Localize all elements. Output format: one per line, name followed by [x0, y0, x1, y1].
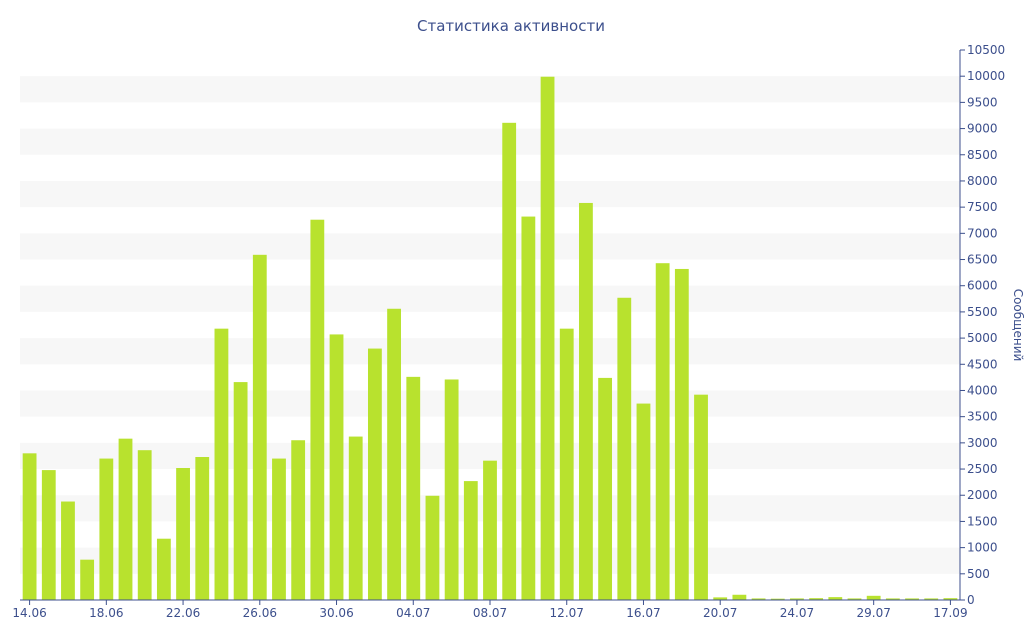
y-tick-label: 1000 — [967, 541, 998, 555]
x-tick-label: 14.06 — [12, 606, 46, 620]
bar[interactable] — [195, 457, 210, 600]
x-tick-label: 18.06 — [89, 606, 123, 620]
y-tick-label: 9000 — [967, 122, 998, 136]
bar[interactable] — [22, 453, 37, 600]
grid-band — [20, 233, 960, 260]
y-tick-label: 7500 — [967, 200, 998, 214]
grid-band — [20, 76, 960, 103]
bar[interactable] — [540, 76, 555, 600]
bar[interactable] — [233, 382, 248, 600]
bar[interactable] — [61, 501, 75, 600]
y-tick-label: 2000 — [967, 488, 998, 502]
bar[interactable] — [809, 598, 824, 600]
grid-band — [20, 128, 960, 155]
x-tick-label: 30.06 — [319, 606, 353, 620]
grid-bands — [20, 76, 960, 574]
bar[interactable] — [310, 219, 325, 600]
x-tick-label: 17.09 — [933, 606, 967, 620]
y-tick-label: 0 — [967, 593, 975, 607]
bar[interactable] — [598, 377, 613, 600]
y-tick-label: 9500 — [967, 95, 998, 109]
bar[interactable] — [483, 460, 497, 600]
y-tick-label: 3500 — [967, 410, 998, 424]
y-axis-label: Сообщений — [1011, 289, 1024, 362]
y-tick-label: 5000 — [967, 331, 998, 345]
bar[interactable] — [617, 297, 632, 600]
bar[interactable] — [866, 595, 881, 600]
y-tick-label: 6500 — [967, 253, 998, 267]
bars-group — [22, 76, 958, 601]
bar[interactable] — [387, 308, 401, 600]
bar[interactable] — [559, 328, 574, 600]
y-tick-label: 5500 — [967, 305, 998, 319]
bar[interactable] — [425, 495, 440, 600]
y-tick-label: 2500 — [967, 462, 998, 476]
bar[interactable] — [885, 598, 900, 600]
bar[interactable] — [655, 263, 670, 600]
y-tick-label: 10000 — [967, 69, 1005, 83]
y-tick-label: 3000 — [967, 436, 998, 450]
x-axis-ticks: 14.06 18.06 22.06 26.06 30.06 04.07 08.07 12.07… — [12, 600, 968, 620]
bar[interactable] — [118, 438, 133, 600]
bar[interactable] — [291, 440, 306, 600]
bar[interactable] — [252, 254, 267, 601]
bar[interactable] — [348, 436, 363, 600]
y-tick-label: 8000 — [967, 174, 998, 188]
y-axis-ticks: 0 500 1000 1500 2000 2500 3000 3500 4000 4500 5000… — [960, 43, 1005, 607]
bar[interactable] — [176, 468, 190, 600]
bar[interactable] — [41, 470, 56, 600]
grid-band — [20, 285, 960, 312]
grid-band — [20, 180, 960, 208]
bar[interactable] — [156, 538, 171, 600]
y-tick-label: 8500 — [967, 148, 998, 162]
bar[interactable] — [80, 559, 95, 600]
x-tick-label: 04.07 — [396, 606, 430, 620]
y-tick-label: 4000 — [967, 383, 998, 397]
y-tick-label: 7000 — [967, 226, 998, 240]
bar[interactable] — [770, 598, 785, 600]
x-tick-label: 08.07 — [473, 606, 507, 620]
x-tick-label: 12.07 — [550, 606, 584, 620]
bar[interactable] — [943, 598, 958, 600]
bar[interactable] — [694, 394, 708, 600]
x-tick-label: 29.07 — [856, 606, 890, 620]
bar[interactable] — [329, 334, 344, 600]
bar[interactable] — [444, 379, 459, 600]
bar[interactable] — [924, 598, 939, 600]
bar[interactable] — [137, 450, 152, 600]
bar[interactable] — [463, 481, 478, 600]
bar[interactable] — [579, 202, 593, 600]
bar[interactable] — [828, 597, 843, 600]
bar[interactable] — [367, 348, 382, 600]
bar[interactable] — [636, 403, 651, 600]
x-tick-label: 20.07 — [703, 606, 737, 620]
grid-band — [20, 338, 960, 365]
y-tick-label: 1500 — [967, 514, 998, 528]
bar[interactable] — [272, 458, 286, 600]
x-tick-label: 26.06 — [243, 606, 277, 620]
bar[interactable] — [502, 122, 517, 601]
y-tick-label: 6000 — [967, 279, 998, 293]
bar[interactable] — [521, 216, 536, 601]
y-tick-label: 10500 — [967, 43, 1005, 57]
x-tick-label: 22.06 — [166, 606, 200, 620]
bar[interactable] — [751, 598, 766, 600]
chart-title: Статистика активности — [417, 17, 605, 35]
bar[interactable] — [214, 328, 229, 600]
bar[interactable] — [732, 594, 747, 600]
bar[interactable] — [905, 598, 919, 600]
x-tick-label: 16.07 — [626, 606, 660, 620]
bar[interactable] — [790, 598, 804, 600]
bar[interactable] — [99, 458, 114, 600]
bar[interactable] — [847, 598, 862, 600]
y-tick-label: 4500 — [967, 357, 998, 371]
bar[interactable] — [406, 376, 421, 600]
x-tick-label: 24.07 — [780, 606, 814, 620]
grid-band — [20, 390, 960, 417]
y-tick-label: 500 — [967, 567, 990, 581]
bar[interactable] — [674, 268, 689, 600]
bar[interactable] — [713, 597, 728, 600]
